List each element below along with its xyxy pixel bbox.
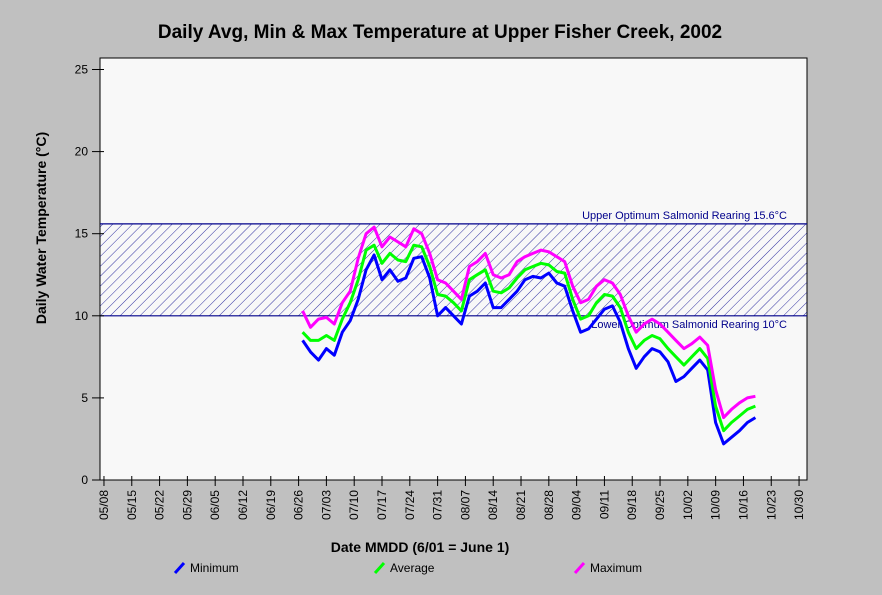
x-tick-label: 07/03 bbox=[319, 490, 333, 520]
x-tick-label: 09/18 bbox=[625, 490, 639, 520]
x-tick-label: 10/23 bbox=[764, 490, 778, 520]
y-tick-label: 25 bbox=[75, 62, 89, 76]
x-tick-label: 07/24 bbox=[403, 490, 417, 520]
x-tick-label: 07/17 bbox=[375, 490, 389, 520]
annotation: Upper Optimum Salmonid Rearing 15.6°C bbox=[582, 210, 787, 222]
x-tick-label: 09/25 bbox=[653, 490, 667, 520]
y-tick-label: 15 bbox=[75, 227, 89, 241]
x-tick-label: 05/29 bbox=[180, 490, 194, 520]
series-line bbox=[301, 253, 757, 446]
y-tick-label: 0 bbox=[81, 473, 88, 487]
y-axis-title: Daily Water Temperature (°C) bbox=[33, 132, 49, 324]
y-tick-label: 5 bbox=[81, 391, 88, 405]
x-tick-label: 08/21 bbox=[514, 490, 528, 520]
x-tick-label: 06/19 bbox=[264, 490, 278, 520]
legend-swatch bbox=[573, 561, 586, 575]
legend-label: Maximum bbox=[590, 561, 642, 575]
legend-label: Average bbox=[390, 561, 435, 575]
x-tick-label: 05/15 bbox=[125, 490, 139, 520]
x-tick-label: 09/11 bbox=[597, 490, 611, 519]
x-tick-label: 08/14 bbox=[486, 490, 500, 520]
x-tick-label: 10/02 bbox=[681, 490, 695, 520]
optimum-band bbox=[100, 223, 807, 316]
chart-title: Daily Avg, Min & Max Temperature at Uppe… bbox=[158, 22, 722, 43]
x-tick-label: 06/12 bbox=[236, 490, 250, 520]
y-tick-label: 10 bbox=[75, 309, 89, 323]
legend-swatch bbox=[373, 561, 386, 575]
x-tick-label: 05/22 bbox=[153, 490, 167, 520]
x-tick-label: 10/16 bbox=[736, 490, 750, 520]
y-tick-label: 20 bbox=[75, 145, 89, 159]
x-tick-label: 07/10 bbox=[347, 490, 361, 520]
x-tick-label: 08/07 bbox=[458, 490, 472, 520]
x-tick-label: 10/09 bbox=[709, 490, 723, 520]
x-axis-title: Date MMDD (6/01 = June 1) bbox=[331, 539, 510, 555]
legend-swatch bbox=[173, 561, 186, 575]
x-tick-label: 05/08 bbox=[97, 490, 111, 520]
x-tick-label: 07/31 bbox=[431, 490, 445, 520]
x-tick-label: 08/28 bbox=[542, 490, 556, 520]
legend-label: Minimum bbox=[190, 561, 239, 575]
x-tick-label: 10/30 bbox=[792, 490, 806, 520]
x-tick-label: 09/04 bbox=[570, 490, 584, 520]
series-line bbox=[301, 225, 756, 420]
x-tick-label: 06/26 bbox=[292, 490, 306, 520]
series-line bbox=[301, 243, 756, 433]
x-tick-label: 06/05 bbox=[208, 490, 222, 520]
